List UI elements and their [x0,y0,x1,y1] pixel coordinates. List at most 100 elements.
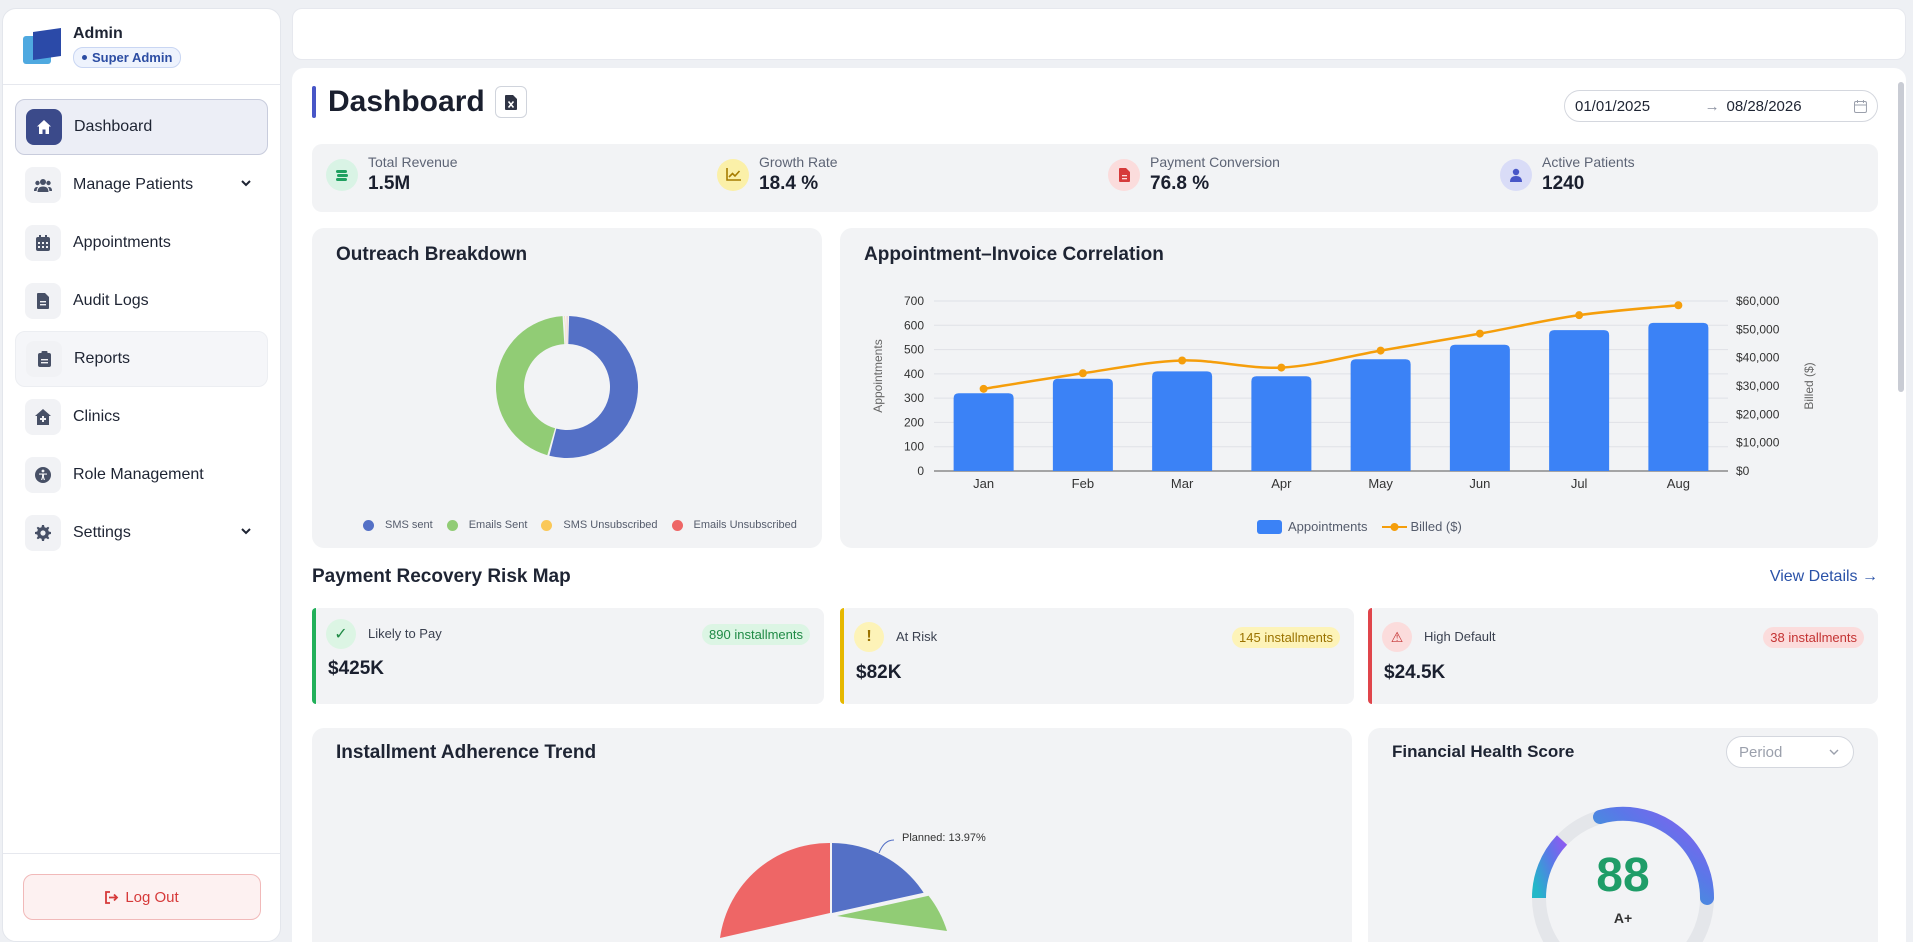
logout-button[interactable]: Log Out [23,874,261,920]
sidebar-item-clinics[interactable]: Clinics [15,389,268,445]
health-gauge [1531,806,1715,942]
sidebar-item-dashboard[interactable]: Dashboard [15,99,268,155]
sidebar-item-manage-patients[interactable]: Manage Patients [15,157,268,213]
legend-swatch [671,519,683,531]
y-axis-title: Appointments [871,339,885,412]
calendar-icon[interactable] [1854,99,1867,113]
sidebar-item-label: Reports [74,350,131,367]
x-tick-label: Jun [1469,476,1490,491]
point-billed[interactable] [1178,356,1187,365]
bar-appointments[interactable] [1152,371,1213,471]
x-tick-label: Aug [1667,476,1690,491]
legend-label: Emails Unsubscribed [693,519,797,531]
sidebar-item-label: Manage Patients [73,176,194,193]
logout-label: Log Out [125,888,179,906]
kpi-value: 1240 [1542,173,1585,194]
alert-triangle-icon: ⚠ [1382,622,1412,652]
point-billed[interactable] [1575,311,1584,320]
sidebar-item-audit-logs[interactable]: Audit Logs [15,273,268,329]
point-billed[interactable] [1376,346,1385,355]
sidebar-item-role-management[interactable]: Role Management [15,447,268,503]
sidebar-item-reports[interactable]: Reports [15,331,268,387]
date-range-picker[interactable]: 01/01/2025 → 08/28/2026 [1564,90,1878,122]
y2-tick-label: $40,000 [1736,351,1780,365]
x-tick-label: Mar [1171,476,1194,491]
kpi-value: 18.4 % [759,173,819,194]
legend-swatch [446,519,458,531]
risk-stripe [312,608,316,704]
outreach-donut-chart [496,316,638,458]
legend-swatch [541,519,553,531]
slice-label: Planned: 13.97% [902,832,986,844]
legend-item-sms-sent[interactable]: SMS sent [363,519,433,531]
slice-label-leader [878,839,895,854]
logout-area: Log Out [3,853,280,941]
x-tick-label: Jan [973,476,994,491]
sidebar-item-label: Clinics [73,408,121,425]
legend-label: Appointments [1288,519,1368,534]
point-billed[interactable] [1475,329,1484,338]
role-badge: Super Admin [73,47,182,68]
sidebar-item-label: Settings [73,524,131,541]
title-row: Dashboard [312,84,527,120]
risk-card-at-risk[interactable]: ! At Risk 145 installments $82K [840,608,1354,704]
risk-card-high-default[interactable]: ⚠ High Default 38 installments $24.5K [1368,608,1878,704]
donut-slice[interactable] [564,316,566,345]
kpi-label: Payment Conversion [1150,154,1280,170]
y-tick-label: 400 [904,367,924,381]
legend-item-sms-unsubscribed[interactable]: SMS Unsubscribed [541,519,658,531]
card-title: Installment Adherence Trend [336,742,597,763]
sidebar-item-appointments[interactable]: Appointments [15,215,268,271]
outreach-legend: SMS sent Emails Sent SMS Unsubscribed Em… [363,519,811,531]
point-billed[interactable] [1277,363,1286,372]
pie-slice-planned [832,843,924,913]
legend-label: Billed ($) [1410,519,1462,534]
legend-item-billed[interactable]: Billed ($) [1381,519,1462,534]
legend-item-appointments[interactable]: Appointments [1257,519,1368,534]
end-date[interactable]: 08/28/2026 [1726,97,1802,115]
check-icon: ✓ [326,619,356,649]
point-billed[interactable] [1674,301,1683,310]
chevron-down-icon[interactable] [240,525,252,537]
view-details-link[interactable]: View Details → [1769,568,1878,585]
legend-item-emails-unsubscribed[interactable]: Emails Unsubscribed [671,519,797,531]
bar-appointments[interactable] [1449,344,1510,471]
point-billed[interactable] [1078,369,1087,378]
sidebar-item-settings[interactable]: Settings [15,505,268,561]
bar-appointments[interactable] [1251,376,1312,471]
y2-tick-label: $0 [1736,464,1750,478]
legend-swatch [1381,522,1407,531]
scrollbar[interactable] [1898,82,1904,392]
y-tick-label: 500 [904,343,924,357]
correlation-legend: Appointments Billed ($) [1257,519,1476,534]
sidebar-item-label: Audit Logs [73,292,149,309]
period-select[interactable]: Period [1726,736,1854,768]
bar-appointments[interactable] [1052,378,1113,471]
start-date[interactable]: 01/01/2025 [1575,97,1651,115]
bar-appointments[interactable] [1549,330,1610,471]
chevron-down-icon[interactable] [240,177,252,189]
bar-appointments[interactable] [1350,359,1411,471]
risk-stripe [840,608,844,704]
point-billed[interactable] [979,384,988,393]
bar-appointments[interactable] [1648,322,1709,471]
donut-slice[interactable] [549,316,638,458]
installments-badge: 38 installments [1763,627,1864,648]
risk-map-title: Payment Recovery Risk Map [312,566,571,587]
pie-slice-green [837,895,947,931]
adherence-card: Installment Adherence Trend Planned: 13.… [312,728,1352,942]
bar-appointments[interactable] [953,393,1014,471]
money-icon [326,158,358,191]
risk-card-likely-to-pay[interactable]: ✓ Likely to Pay 890 installments $425K [312,608,824,704]
donut-slice[interactable] [496,316,565,456]
page-title: Dashboard [328,85,485,118]
risk-stripe [1368,608,1372,704]
clipboard-icon [26,341,62,377]
kpi-bar: Total Revenue 1.5M Growth Rate 18.4 % Paym… [312,144,1878,212]
y2-tick-label: $20,000 [1736,407,1780,421]
export-excel-button[interactable] [494,86,527,118]
legend-item-emails-sent[interactable]: Emails Sent [446,519,527,531]
chevron-down-icon [1829,749,1839,755]
adherence-pie-chart [720,839,947,938]
risk-label: Likely to Pay [368,626,442,641]
